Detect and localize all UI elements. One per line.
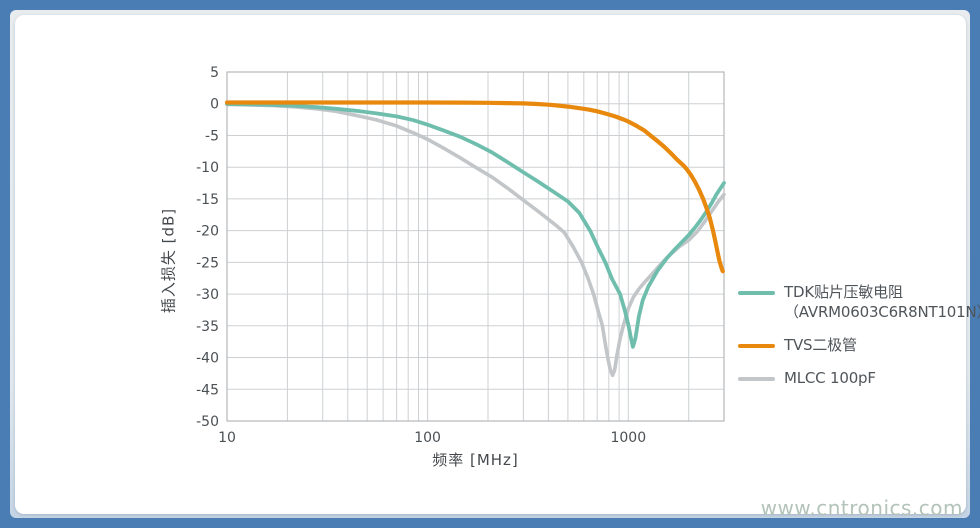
svg-text:-35: -35 [196, 319, 219, 335]
chart-card [15, 15, 966, 514]
svg-text:-30: -30 [196, 287, 219, 303]
legend-label-line1: TDK贴片压敏电阻 [784, 283, 903, 301]
svg-text:0: 0 [210, 97, 219, 113]
mlcc-line-swatch [738, 377, 775, 381]
tvs-diode-line-swatch [738, 344, 775, 348]
svg-text:-15: -15 [196, 192, 219, 208]
svg-text:-25: -25 [196, 255, 219, 271]
x-axis-title: 频率 [MHz] [432, 451, 519, 469]
legend-label: TDK贴片压敏电阻 （AVRM0603C6R8NT101N） [784, 283, 980, 322]
legend-label: TVS二极管 [784, 336, 857, 354]
svg-text:-5: -5 [205, 129, 219, 145]
legend-item-tdk-varistor: TDK贴片压敏电阻 （AVRM0603C6R8NT101N） [738, 283, 980, 322]
svg-text:-10: -10 [196, 160, 219, 176]
svg-text:-45: -45 [196, 382, 219, 398]
legend-label-line2: （AVRM0603C6R8NT101N） [784, 302, 980, 321]
legend-item-tvs-diode: TVS二极管 [738, 336, 857, 356]
y-axis-title: 插入损失 [dB] [159, 207, 178, 314]
legend-label: MLCC 100pF [784, 369, 876, 387]
svg-text:-40: -40 [196, 351, 219, 367]
watermark: www.cntronics.com [760, 496, 963, 520]
svg-text:-50: -50 [196, 414, 219, 430]
svg-text:-20: -20 [196, 224, 219, 240]
legend-item-mlcc: MLCC 100pF [738, 369, 876, 389]
svg-text:100: 100 [414, 430, 441, 446]
svg-text:10: 10 [218, 430, 236, 446]
svg-text:5: 5 [210, 65, 219, 81]
tdk-varistor-line-swatch [738, 291, 775, 295]
svg-text:1000: 1000 [610, 430, 646, 446]
